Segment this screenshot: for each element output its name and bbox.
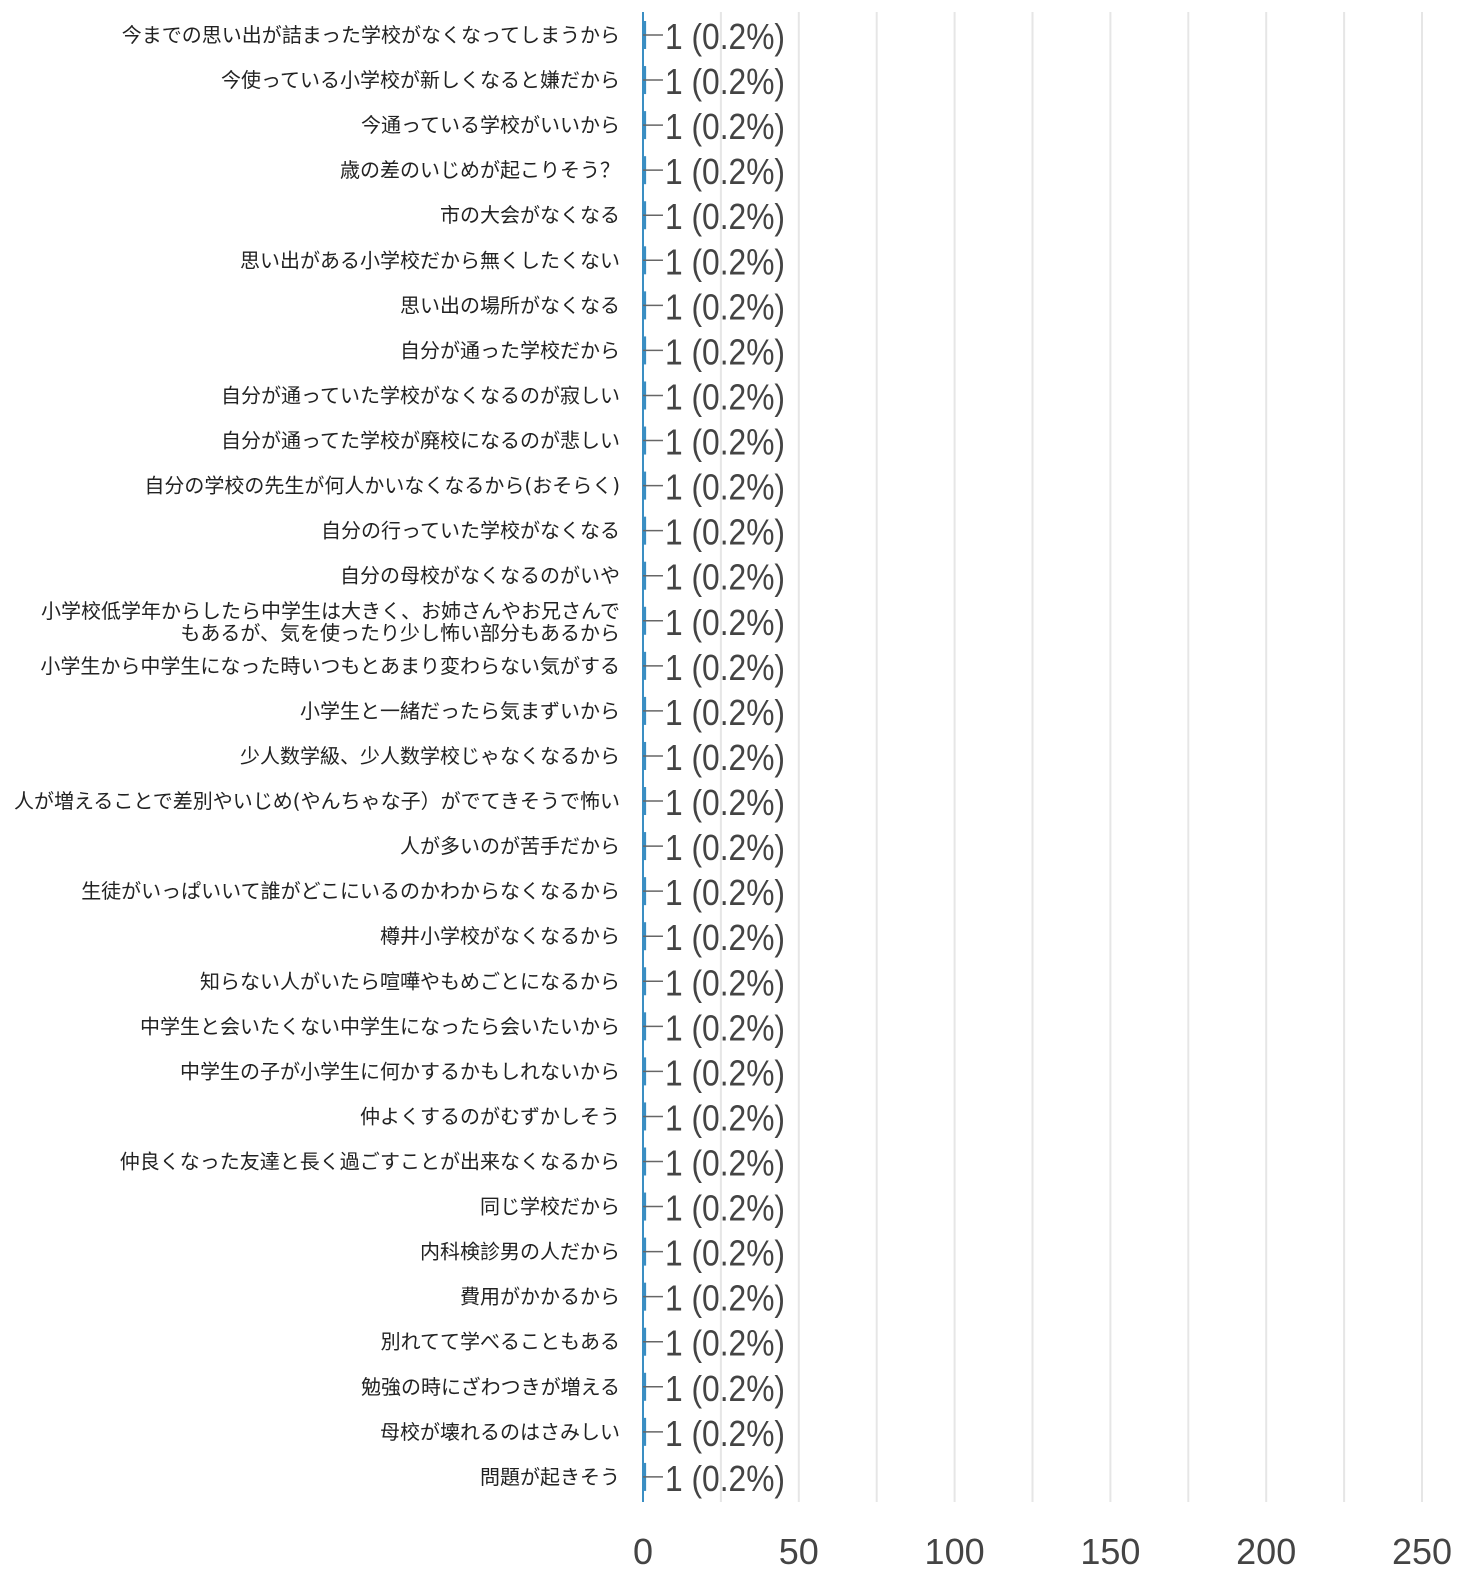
value-label: 1 (0.2%) — [665, 106, 785, 147]
category-label: 今までの思い出が詰まった学校がなくなってしまうから — [122, 23, 620, 47]
value-label: 1 (0.2%) — [665, 872, 785, 913]
category-label: 歳の差のいじめが起こりそう？ — [340, 158, 620, 182]
category-label: 母校が壊れるのはさみしい — [380, 1420, 620, 1444]
category-label: 自分が通った学校だから — [400, 338, 620, 362]
x-tick-label: 250 — [1392, 1531, 1452, 1572]
category-label: 小学生と一緒だったら気まずいから — [300, 699, 620, 723]
category-label: 人が増えることで差別やいじめ(やんちゃな子）がでてきそうで怖い — [14, 789, 620, 813]
category-label: もあるが、気を使ったり少し怖い部分もあるから — [180, 621, 620, 645]
category-labels: 今までの思い出が詰まった学校がなくなってしまうから今使っている小学校が新しくなる… — [14, 23, 620, 1489]
value-label: 1 (0.2%) — [665, 196, 785, 237]
value-label: 1 (0.2%) — [665, 1052, 785, 1093]
category-label: 今通っている学校がいいから — [361, 113, 620, 137]
value-label: 1 (0.2%) — [665, 331, 785, 372]
value-label: 1 (0.2%) — [665, 1097, 785, 1138]
category-label: 自分の行っていた学校がなくなる — [321, 519, 620, 543]
category-label: 中学生と会いたくない中学生になったら会いたいから — [140, 1014, 620, 1038]
value-label: 1 (0.2%) — [665, 1413, 785, 1454]
category-label: 生徒がいっぱいいて誰がどこにいるのかわからなくなるから — [81, 879, 620, 903]
category-label: 費用がかかるから — [460, 1285, 620, 1309]
value-label: 1 (0.2%) — [665, 151, 785, 192]
value-label: 1 (0.2%) — [665, 1007, 785, 1048]
value-label: 1 (0.2%) — [665, 962, 785, 1003]
value-label: 1 (0.2%) — [665, 16, 785, 57]
category-label: 別れてて学べることもある — [381, 1330, 620, 1354]
category-label: 自分が通っていた学校がなくなるのが寂しい — [221, 383, 620, 407]
value-label: 1 (0.2%) — [665, 647, 785, 688]
value-label: 1 (0.2%) — [665, 467, 785, 508]
value-label: 1 (0.2%) — [665, 376, 785, 417]
category-label: 小学校低学年からしたら中学生は大きく、お姉さんやお兄さんで — [41, 599, 620, 623]
value-label: 1 (0.2%) — [665, 782, 785, 823]
category-label: 自分の母校がなくなるのがいや — [340, 564, 620, 588]
value-label: 1 (0.2%) — [665, 1368, 785, 1409]
category-label: 同じ学校だから — [480, 1195, 620, 1219]
category-label: 内科検診男の人だから — [420, 1240, 620, 1264]
value-label: 1 (0.2%) — [665, 602, 785, 643]
x-tick-label: 150 — [1080, 1531, 1140, 1572]
category-label: 中学生の子が小学生に何かするかもしれないから — [180, 1059, 620, 1083]
value-label: 1 (0.2%) — [665, 1323, 785, 1364]
value-label: 1 (0.2%) — [665, 737, 785, 778]
category-label: 自分の学校の先生が何人かいなくなるから(おそらく) — [144, 474, 620, 498]
value-label: 1 (0.2%) — [665, 512, 785, 553]
category-label: 小学生から中学生になった時いつもとあまり変わらない気がする — [40, 654, 620, 678]
value-label: 1 (0.2%) — [665, 61, 785, 102]
value-label: 1 (0.2%) — [665, 286, 785, 327]
category-label: 知らない人がいたら喧嘩やもめごとになるから — [200, 969, 620, 993]
category-label: 市の大会がなくなる — [440, 203, 620, 227]
value-label: 1 (0.2%) — [665, 917, 785, 958]
value-label: 1 (0.2%) — [665, 241, 785, 282]
value-label: 1 (0.2%) — [665, 1458, 785, 1499]
x-axis-ticks: 0 50 100 150 200 250 — [633, 1531, 1452, 1572]
x-tick-label: 0 — [633, 1531, 653, 1572]
category-label: 仲よくするのがむずかしそう — [360, 1104, 620, 1128]
x-tick-label: 100 — [925, 1531, 985, 1572]
value-label: 1 (0.2%) — [665, 1278, 785, 1319]
category-label: 勉強の時にざわつきが増える — [361, 1375, 620, 1399]
category-label: 思い出の場所がなくなる — [400, 293, 620, 317]
value-label: 1 (0.2%) — [665, 1188, 785, 1229]
category-label: 人が多いのが苦手だから — [400, 834, 620, 858]
value-label: 1 (0.2%) — [665, 1233, 785, 1274]
value-labels: 1 (0.2%)1 (0.2%)1 (0.2%)1 (0.2%)1 (0.2%)… — [643, 16, 785, 1499]
value-label: 1 (0.2%) — [665, 827, 785, 868]
x-tick-label: 200 — [1236, 1531, 1296, 1572]
x-tick-label: 50 — [779, 1531, 819, 1572]
category-label: 少人数学級、少人数学校じゃなくなるから — [240, 744, 620, 768]
value-label: 1 (0.2%) — [665, 557, 785, 598]
category-label: 仲良くなった友達と長く過ごすことが出来なくなるから — [120, 1150, 620, 1174]
value-label: 1 (0.2%) — [665, 422, 785, 463]
category-label: 問題が起きそう — [480, 1465, 620, 1489]
category-label: 自分が通ってた学校が廃校になるのが悲しい — [221, 429, 620, 453]
category-label: 樽井小学校がなくなるから — [380, 924, 620, 948]
category-label: 思い出がある小学校だから無くしたくない — [240, 248, 620, 272]
value-label: 1 (0.2%) — [665, 692, 785, 733]
category-label: 今使っている小学校が新しくなると嫌だから — [221, 68, 620, 92]
value-label: 1 (0.2%) — [665, 1143, 785, 1184]
